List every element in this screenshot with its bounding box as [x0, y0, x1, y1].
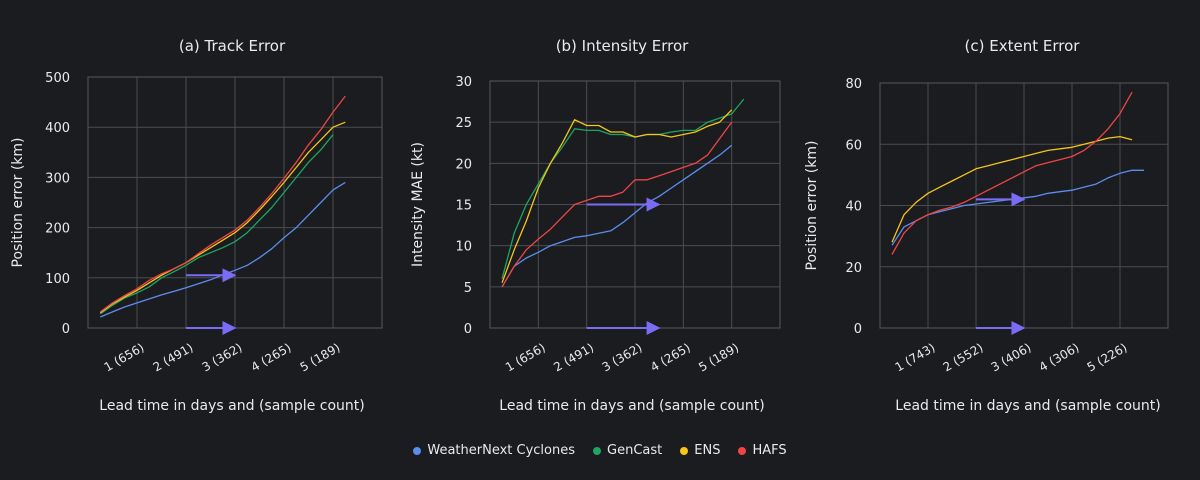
legend-item-hafs: HAFS — [738, 443, 787, 458]
x-axis-label: Lead time in days and (sample count) — [895, 398, 1160, 414]
x-tick-label: 3 (406) — [989, 340, 1034, 374]
chart-title: (a) Track Error — [179, 37, 286, 55]
y-tick-label: 200 — [45, 222, 70, 237]
series-line-hafs — [501, 121, 733, 288]
y-tick-label: 20 — [455, 157, 472, 172]
chart-title: (c) Extent Error — [965, 37, 1081, 55]
legend-swatch-hafs — [738, 446, 747, 455]
series-line-weathernext-cyclones — [891, 169, 1144, 246]
legend-item-weathernext: WeatherNext Cyclones — [413, 443, 575, 458]
legend-label: WeatherNext Cyclones — [427, 443, 576, 458]
y-axis-label: Position error (km) — [804, 141, 820, 271]
legend-label: HAFS — [752, 443, 787, 458]
y-tick-label: 30 — [455, 75, 472, 90]
x-tick-label: 4 (306) — [1037, 340, 1082, 374]
series-line-gencast — [99, 134, 334, 315]
x-tick-label: 2 (491) — [151, 340, 196, 374]
legend-item-ens: ENS — [680, 443, 720, 458]
x-tick-label: 4 (265) — [648, 340, 693, 374]
x-tick-label: 5 (226) — [1085, 340, 1130, 374]
series-line-weathernext-cyclones — [501, 144, 733, 288]
legend-item-gencast: GenCast — [593, 443, 662, 458]
x-tick-label: 4 (265) — [249, 340, 294, 374]
x-tick-label: 5 (189) — [298, 340, 343, 374]
y-tick-label: 20 — [845, 261, 862, 276]
y-tick-label: 500 — [45, 71, 70, 86]
legend-swatch-ens — [680, 446, 689, 455]
chart-panel-2: (b) Intensity Error 0 5 10 15 20 25 30 1 (656) 2 … — [410, 37, 781, 414]
y-tick-label: 25 — [455, 116, 472, 131]
series-line-ens — [891, 135, 1133, 243]
x-axis-label: Lead time in days and (sample count) — [99, 398, 364, 414]
legend-swatch-weathernext — [413, 446, 422, 455]
y-tick-label: 0 — [62, 322, 70, 337]
y-tick-label: 0 — [854, 322, 862, 337]
chart-panel-3: (c) Extent Error 0 20 40 60 80 1 (743) 2 (552) 3… — [804, 37, 1169, 414]
legend-label: ENS — [694, 443, 721, 458]
y-tick-label: 100 — [45, 272, 70, 287]
x-tick-label: 1 (656) — [102, 340, 147, 374]
y-tick-label: 15 — [455, 199, 472, 214]
y-tick-label: 80 — [845, 77, 862, 92]
y-tick-label: 5 — [464, 281, 472, 296]
x-tick-label: 5 (189) — [696, 340, 741, 374]
y-tick-label: 60 — [845, 138, 862, 153]
y-axis-label: Position error (km) — [10, 138, 26, 268]
x-tick-label: 3 (362) — [600, 340, 645, 374]
y-tick-label: 40 — [845, 200, 862, 215]
series-line-hafs — [99, 95, 346, 313]
legend-swatch-gencast — [593, 446, 602, 455]
series-line-gencast — [501, 98, 745, 279]
y-tick-label: 0 — [464, 322, 472, 337]
x-axis-label: Lead time in days and (sample count) — [499, 398, 764, 414]
x-tick-label: 1 (656) — [503, 340, 548, 374]
y-tick-label: 400 — [45, 121, 70, 136]
legend: WeatherNext Cyclones GenCast ENS HAFS — [0, 443, 1200, 458]
y-tick-label: 300 — [45, 171, 70, 186]
legend-label: GenCast — [607, 443, 663, 458]
y-axis-label: Intensity MAE (kt) — [410, 142, 426, 267]
x-tick-label: 3 (362) — [200, 340, 245, 374]
x-tick-label: 1 (743) — [893, 340, 938, 374]
series-line-hafs — [891, 91, 1133, 255]
series-line-ens — [99, 121, 346, 314]
x-tick-label: 2 (552) — [941, 340, 986, 374]
x-tick-label: 2 (491) — [551, 340, 596, 374]
chart-title: (b) Intensity Error — [556, 37, 689, 55]
series-line-ens — [501, 109, 733, 283]
chart-panel-1: (a) Track Error 0 100 200 300 400 500 1 (656) 2 … — [10, 37, 383, 414]
y-tick-label: 10 — [455, 240, 472, 255]
